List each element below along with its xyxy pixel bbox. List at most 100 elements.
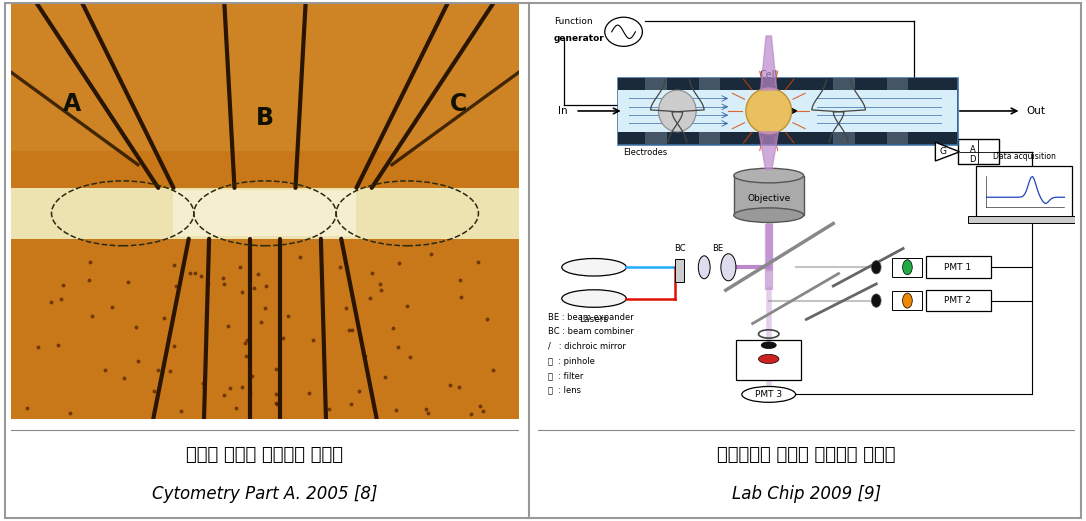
Text: G: G (940, 147, 947, 156)
Point (267, 390, 285, 398)
Point (441, 381, 458, 390)
Point (241, 389, 258, 398)
Point (81, 258, 99, 266)
Bar (618, 78, 957, 144)
Point (371, 280, 389, 288)
Point (186, 268, 203, 277)
Point (52, 294, 70, 303)
Point (192, 271, 210, 280)
Point (418, 405, 435, 414)
Bar (618, 90, 957, 132)
Point (233, 288, 251, 296)
Point (337, 304, 354, 312)
Bar (699, 132, 720, 144)
Point (119, 278, 137, 286)
Text: BC: BC (674, 244, 686, 253)
Text: 형광측정이 가능한 유핵세포 분석칩: 형광측정이 가능한 유핵세포 분석칩 (717, 445, 896, 464)
Point (320, 405, 338, 413)
Point (149, 366, 166, 375)
Ellipse shape (746, 88, 792, 134)
Text: ⬬  : filter: ⬬ : filter (548, 371, 583, 380)
Point (83, 312, 100, 320)
Point (252, 317, 269, 326)
Bar (833, 78, 855, 90)
Text: Electrodes: Electrodes (623, 148, 668, 157)
Text: PMT 2: PMT 2 (945, 296, 972, 305)
Point (390, 258, 407, 267)
Point (238, 352, 255, 361)
Bar (736, 340, 801, 380)
Point (384, 324, 402, 332)
Point (389, 343, 406, 351)
FancyBboxPatch shape (925, 256, 990, 278)
Bar (833, 132, 855, 144)
Text: 633nm: 633nm (579, 294, 609, 303)
Point (97, 366, 114, 374)
Point (80, 276, 98, 284)
Bar (699, 78, 720, 90)
Text: Lasers: Lasers (580, 315, 608, 324)
Bar (968, 216, 1081, 222)
Point (227, 404, 244, 412)
Point (127, 323, 144, 331)
Ellipse shape (871, 260, 881, 274)
Text: BE: BE (712, 244, 723, 253)
Ellipse shape (871, 294, 881, 307)
Ellipse shape (734, 208, 804, 222)
Point (54, 281, 72, 289)
Point (215, 274, 232, 282)
Point (237, 339, 254, 348)
Point (115, 374, 132, 382)
Point (463, 410, 480, 418)
Ellipse shape (561, 258, 627, 276)
Polygon shape (760, 36, 776, 90)
Point (103, 303, 121, 311)
Point (484, 366, 502, 374)
Point (194, 379, 212, 387)
Circle shape (605, 17, 643, 46)
Text: ⬬  : pinhole: ⬬ : pinhole (548, 356, 595, 366)
Point (452, 276, 469, 284)
Text: Lab Chip 2009 [9]: Lab Chip 2009 [9] (732, 485, 881, 503)
Ellipse shape (721, 254, 736, 281)
Point (161, 367, 178, 375)
Text: B: B (256, 106, 274, 130)
Point (256, 281, 274, 290)
Ellipse shape (902, 260, 912, 275)
Point (250, 270, 267, 279)
Bar (618, 132, 957, 144)
Point (165, 341, 182, 350)
Point (18, 403, 36, 412)
Text: ⬬  : lens: ⬬ : lens (548, 386, 581, 395)
Point (402, 353, 419, 361)
Point (245, 284, 263, 292)
Point (146, 387, 163, 395)
Text: Function: Function (554, 17, 592, 26)
Point (231, 263, 249, 271)
Bar (174, 190, 356, 237)
Point (29, 342, 47, 351)
Polygon shape (935, 142, 960, 161)
Ellipse shape (658, 90, 696, 132)
Point (279, 312, 296, 320)
Point (371, 286, 389, 294)
Point (200, 279, 217, 287)
FancyBboxPatch shape (925, 290, 990, 312)
Point (267, 365, 285, 374)
Point (419, 409, 437, 417)
FancyBboxPatch shape (958, 139, 999, 164)
Point (62, 410, 79, 418)
Point (167, 281, 185, 290)
Point (340, 326, 357, 334)
Bar (645, 78, 667, 90)
Point (256, 304, 274, 312)
FancyBboxPatch shape (976, 166, 1072, 219)
Point (452, 293, 469, 301)
Text: /   : dichroic mirror: / : dichroic mirror (548, 342, 627, 351)
Text: Cell: Cell (759, 70, 778, 80)
Text: Objective: Objective (747, 194, 791, 203)
Point (216, 280, 233, 288)
Point (473, 407, 491, 415)
Point (342, 400, 359, 408)
Point (268, 400, 286, 408)
